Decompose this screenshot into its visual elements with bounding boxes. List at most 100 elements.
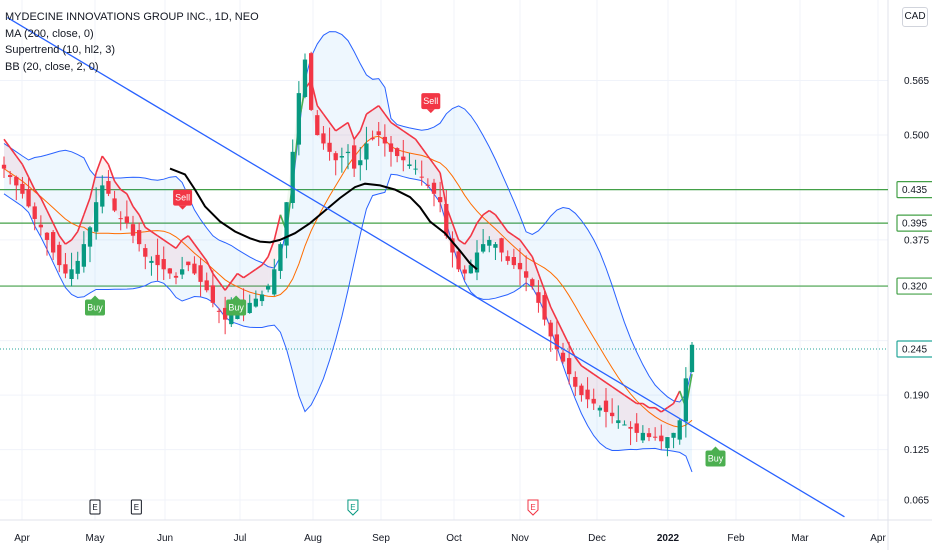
candle-body [278,244,283,271]
time-tick: Dec [588,533,606,544]
supertrend-segment [611,386,619,392]
supertrend-segment [181,235,189,241]
supertrend-segment [218,281,226,291]
candle-body [192,263,197,274]
candle-body [38,224,44,228]
candle-body [112,198,117,211]
supertrend-fill [372,105,379,140]
candle-body [149,260,154,263]
candle-body [425,184,431,186]
price-label-text: 0.320 [902,282,927,293]
ma-200-line [169,167,478,271]
candle-body [7,175,13,178]
supertrend-segment [169,243,177,249]
candle-body [204,280,209,291]
supertrend-segment [27,176,36,190]
candle-body [603,400,609,412]
candle-body [253,298,259,307]
trendline [7,17,845,518]
buy-signal-badge [226,299,247,316]
supertrend-segment [21,164,30,178]
supertrend-segment [175,239,183,249]
candle-body [616,420,621,424]
candle-body [284,202,289,246]
earnings-letter: E [92,503,97,512]
supertrend-fill [120,189,127,224]
signal-label: Buy [87,302,103,312]
price-axis: 0.565 0.500 0.375 0.190 0.125 0.065 0.435 0.395… [896,76,932,507]
time-tick: 2022 [657,533,680,544]
candle-body [585,389,590,400]
supertrend-segment [261,256,269,266]
bb-legend[interactable]: BB (20, close, 2, 0) [5,60,99,73]
earnings-letter: E [530,503,535,512]
supertrend-segment [3,138,11,149]
candle-body [597,407,603,411]
candle-body [542,295,547,320]
supertrend-fill [483,210,490,245]
candle-body [665,437,670,449]
supertrend-segment [64,239,73,245]
time-tick: Apr [14,533,30,544]
symbol-title: MYDECINE INNOVATIONS GROUP INC., 1D, NEO [5,11,259,23]
supertrend-segment [83,197,91,216]
supertrend-fill [667,403,674,438]
supertrend-segment [537,273,546,291]
candle-body [345,151,351,154]
sell-signal-badge [421,93,441,110]
chart-legend: MYDECINE INNOVATIONS GROUP INC., 1D, NEO… [5,9,259,75]
supertrend-segment [144,226,152,233]
time-tick: Oct [446,533,462,544]
buy-signal-tip [91,295,99,300]
candle-body [81,244,87,267]
candle-body [118,218,123,220]
candle-body [173,275,179,278]
price-label-box [896,340,932,358]
earnings-marker [130,499,142,515]
supertrend-segment [494,214,503,224]
supertrend-segment [580,365,589,371]
supertrend-fill [618,390,625,425]
currency-button[interactable]: CAD [902,7,928,27]
candle-body [63,264,68,274]
supertrend-legend[interactable]: Supertrend (10, hl2, 3) [5,44,116,56]
supertrend-segment [205,260,214,274]
supertrend-segment [623,394,632,400]
supertrend-fill [335,126,342,161]
supertrend-segment [470,222,478,237]
supertrend-segment [267,239,276,257]
sell-signal-tip [178,205,187,210]
supertrend-fill [182,235,189,270]
candle-body [321,133,326,144]
supertrend-segment [543,289,552,308]
supertrend-segment [482,209,490,216]
supertrend-segment [519,239,527,249]
candle-body [523,271,529,278]
candle-body [499,238,504,253]
candle-body [272,269,277,295]
candle-body [530,279,535,287]
supertrend-segment [95,155,104,174]
candle-body [382,136,388,144]
bb-lower [3,173,693,473]
supertrend-segment [359,113,368,132]
buy-signal-badge [705,450,726,467]
ma-legend[interactable]: MA (200, close, 0) [5,27,94,40]
candle-body [143,248,148,257]
supertrend-fill [661,407,668,442]
candle-body [69,269,74,280]
earnings-letter: E [134,503,139,512]
candle-body [548,322,553,337]
earnings-marker [347,499,359,516]
price-tick: 0.500 [904,131,929,142]
supertrend-segment [199,252,208,262]
supertrend-fill [556,319,563,362]
supertrend-segment [120,188,128,195]
candle-body [198,265,203,282]
price-label-text: 0.245 [902,344,927,355]
supertrend-segment [230,273,239,283]
supertrend-segment [126,193,134,207]
earnings-letter: E [350,503,355,512]
supertrend-fill [624,395,631,429]
